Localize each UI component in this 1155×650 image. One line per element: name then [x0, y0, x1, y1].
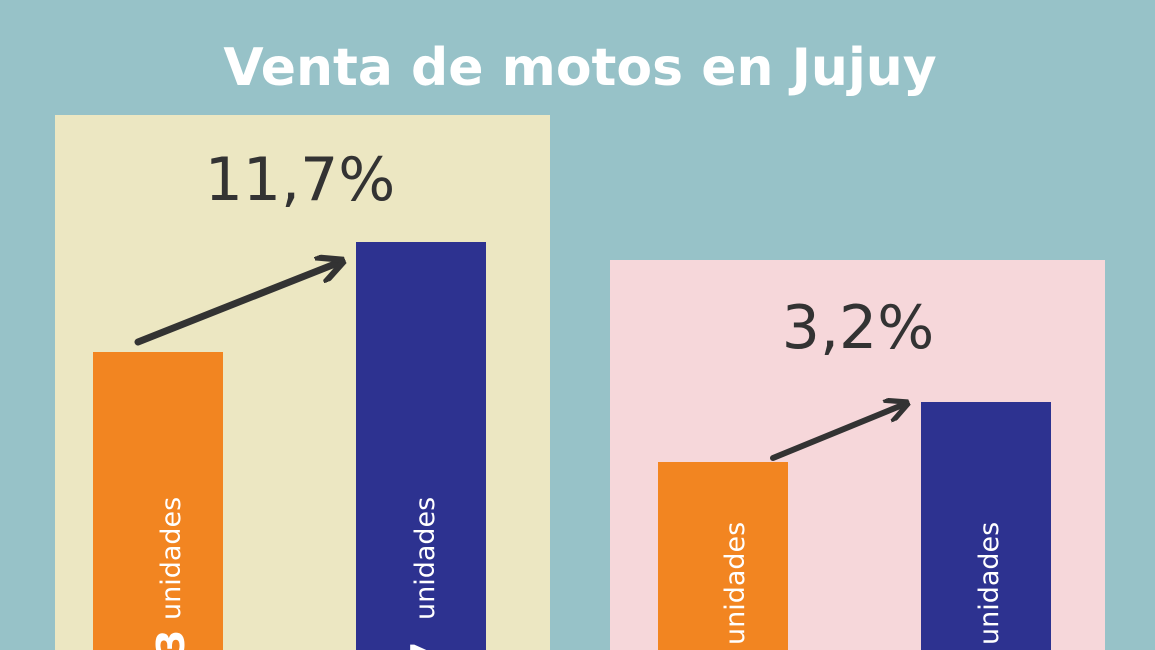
panel-2-trend-arrow [770, 404, 905, 461]
panel-2-bar-2: unidades [921, 402, 1051, 650]
panel-2-percent-change: 3,2% [782, 293, 934, 363]
panel-1-bar-2-value: 7 [403, 642, 447, 650]
panel-1-bar-1-rect [93, 352, 223, 650]
panel-1-bar-1-label: unidades [156, 497, 187, 620]
panel-1-trend-arrow [134, 262, 340, 346]
panel-1-percent-change: 11,7% [205, 145, 396, 215]
panel-2-bar-1-label: unidades [720, 522, 751, 645]
panel-2-bar-1: unidades [658, 462, 788, 650]
panel-1-bar-2-label: unidades [410, 497, 441, 620]
panel-1-bar-1-value: 3 [149, 630, 193, 650]
panel-1-bar-1: unidades 3 [93, 352, 223, 650]
panel-1: 11,7% unidades 3 unidades 7 [55, 115, 550, 650]
panel-2-bar-2-label: unidades [974, 522, 1005, 645]
panel-2: 3,2% unidades unidades [610, 260, 1105, 650]
panel-1-bar-2-rect [356, 242, 486, 650]
chart-title: Venta de motos en Jujuy [223, 38, 936, 98]
panel-2-bar-2-rect [921, 402, 1051, 650]
panel-2-bar-1-rect [658, 462, 788, 650]
panel-1-bar-2: unidades 7 [356, 242, 486, 650]
